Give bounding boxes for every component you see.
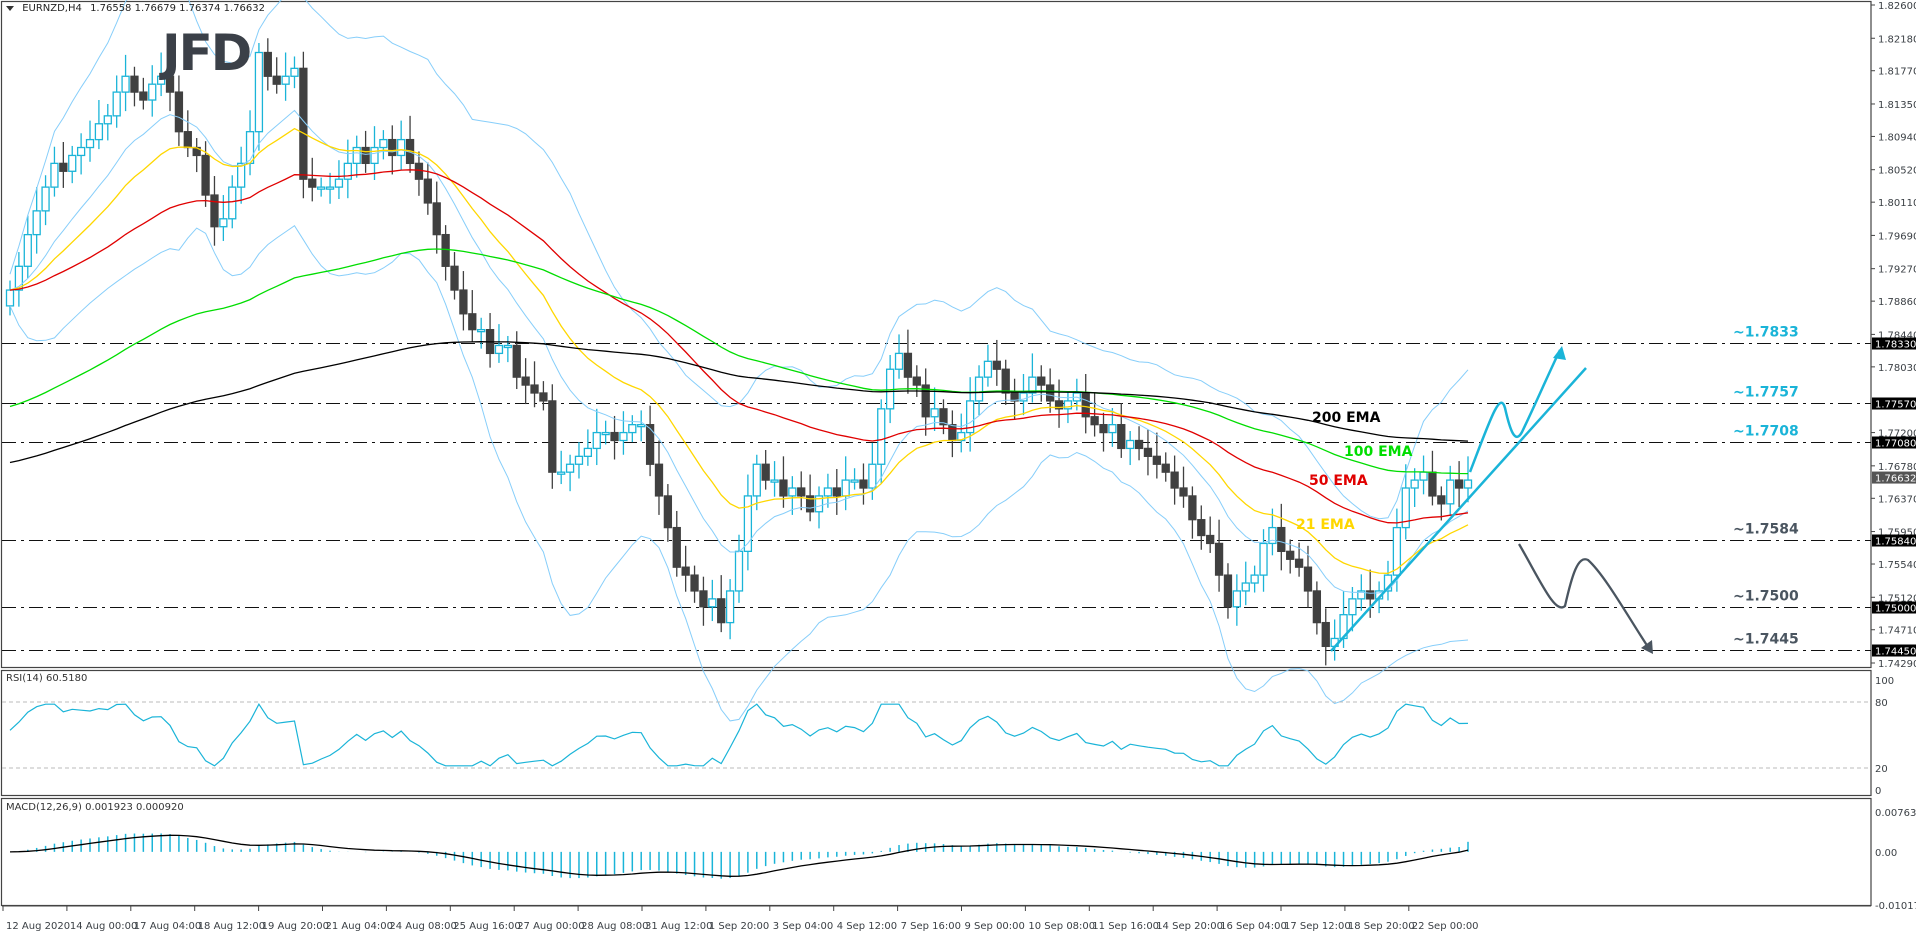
bollinger-middle-band — [9, 109, 1469, 594]
level-annotation: ~1.7833 — [1733, 325, 1799, 341]
collapse-triangle-icon[interactable] — [6, 5, 14, 11]
time-tick-label: 28 Aug 08:00 — [581, 921, 648, 932]
rsi-panel — [2, 670, 1872, 796]
macd-tick-label: 0.00 — [1875, 848, 1897, 859]
price-tick-label: 1.81770 — [1878, 67, 1916, 78]
rsi-tick-label: 20 — [1875, 764, 1888, 775]
price-tick-label: 1.74710 — [1878, 626, 1916, 637]
time-tick-label: 10 Sep 08:00 — [1028, 921, 1095, 932]
time-tick-label: 31 Aug 12:00 — [645, 921, 712, 932]
bollinger-lower-band — [9, 224, 1469, 722]
level-annotation: ~1.7584 — [1733, 522, 1799, 538]
price-tick-label: 1.75950 — [1878, 528, 1916, 539]
price-tick-label: 1.79270 — [1878, 265, 1916, 276]
level-annotation: ~1.7445 — [1733, 632, 1799, 648]
time-tick-label: 9 Sep 00:00 — [965, 921, 1025, 932]
ema-50-line — [9, 169, 1469, 524]
time-tick-label: 11 Sep 16:00 — [1092, 921, 1159, 932]
price-tick-label: 1.78440 — [1878, 330, 1916, 341]
price-axis[interactable] — [1871, 4, 1916, 664]
ohlc-values: 1.76558 1.76679 1.76374 1.76632 — [90, 3, 266, 14]
time-tick-label: 16 Sep 04:00 — [1220, 921, 1287, 932]
ema-label: 21 EMA — [1296, 517, 1355, 533]
level-axis-label: 1.75840 — [1875, 537, 1916, 548]
time-tick-label: 12 Aug 2020 — [6, 921, 70, 932]
time-tick-label: 4 Sep 12:00 — [837, 921, 897, 932]
symbol-label: EURNZD,H4 — [22, 3, 82, 14]
time-tick-label: 17 Sep 12:00 — [1284, 921, 1351, 932]
price-tick-label: 1.81350 — [1878, 100, 1916, 111]
price-tick-label: 1.80110 — [1878, 198, 1916, 209]
time-tick-label: 18 Sep 20:00 — [1348, 921, 1415, 932]
time-tick-label: 27 Aug 00:00 — [517, 921, 584, 932]
level-annotation: ~1.7708 — [1733, 424, 1799, 440]
price-tick-label: 1.80940 — [1878, 132, 1916, 143]
price-tick-label: 1.77200 — [1878, 429, 1916, 440]
analysis-annotations — [1330, 346, 1653, 654]
time-axis[interactable] — [2, 905, 1871, 911]
rsi-line — [9, 703, 1469, 767]
time-tick-label: 7 Sep 16:00 — [901, 921, 961, 932]
time-tick-label: 21 Aug 04:00 — [326, 921, 393, 932]
ema-label: 100 EMA — [1344, 444, 1413, 460]
time-tick-label: 19 Aug 20:00 — [262, 921, 329, 932]
rsi-label: RSI(14) 60.5180 — [6, 673, 88, 684]
macd-signal-line — [9, 834, 1469, 877]
rsi-tick-label: 0 — [1875, 786, 1881, 797]
level-axis-label: 1.77570 — [1875, 400, 1916, 411]
level-axis-label: 1.75000 — [1875, 604, 1916, 615]
candlesticks — [5, 38, 1473, 666]
price-tick-label: 1.76370 — [1878, 494, 1916, 505]
ema-label: 50 EMA — [1309, 473, 1368, 489]
level-annotation: ~1.7500 — [1733, 589, 1799, 605]
price-tick-label: 1.78860 — [1878, 297, 1916, 308]
current-price-label: 1.76632 — [1875, 474, 1916, 485]
time-tick-label: 14 Aug 00:00 — [70, 921, 137, 932]
chart-header: EURNZD,H4 1.76558 1.76679 1.76374 1.7663… — [6, 3, 265, 14]
ema-label: 200 EMA — [1312, 410, 1381, 426]
level-axis-label: 1.74450 — [1875, 647, 1916, 658]
rsi-tick-label: 80 — [1875, 698, 1888, 709]
time-tick-label: 1 Sep 20:00 — [709, 921, 769, 932]
time-tick-label: 18 Aug 12:00 — [198, 921, 265, 932]
time-tick-label: 22 Sep 00:00 — [1412, 921, 1479, 932]
ema-21-line — [9, 127, 1469, 574]
price-tick-label: 1.75120 — [1878, 593, 1916, 604]
support-resistance-levels — [2, 337, 1916, 657]
price-tick-label: 1.80520 — [1878, 166, 1916, 177]
time-tick-label: 24 Aug 08:00 — [389, 921, 456, 932]
ema-100-line — [9, 248, 1469, 475]
macd-tick-label: 0.007632 — [1875, 808, 1916, 819]
ema-200-line — [9, 341, 1469, 464]
macd-tick-label: -0.010175 — [1875, 901, 1916, 912]
price-tick-label: 1.79690 — [1878, 231, 1916, 242]
price-tick-label: 1.74290 — [1878, 659, 1916, 670]
price-tick-label: 1.75540 — [1878, 560, 1916, 571]
level-axis-label: 1.77080 — [1875, 439, 1916, 450]
time-tick-label: 3 Sep 04:00 — [773, 921, 833, 932]
level-axis-label: 1.78330 — [1875, 340, 1916, 351]
price-tick-label: 1.82600 — [1878, 1, 1916, 12]
macd-panel — [9, 798, 1872, 905]
rsi-tick-label: 100 — [1875, 676, 1894, 687]
price-tick-label: 1.76780 — [1878, 462, 1916, 473]
time-tick-label: 14 Sep 20:00 — [1156, 921, 1223, 932]
time-tick-label: 17 Aug 04:00 — [134, 921, 201, 932]
price-tick-label: 1.82180 — [1878, 34, 1916, 45]
time-tick-label: 25 Aug 16:00 — [453, 921, 520, 932]
price-tick-label: 1.78030 — [1878, 363, 1916, 374]
level-annotation: ~1.7757 — [1733, 385, 1799, 401]
macd-label: MACD(12,26,9) 0.001923 0.000920 — [6, 802, 184, 813]
jfd-logo: JFD — [162, 24, 252, 82]
